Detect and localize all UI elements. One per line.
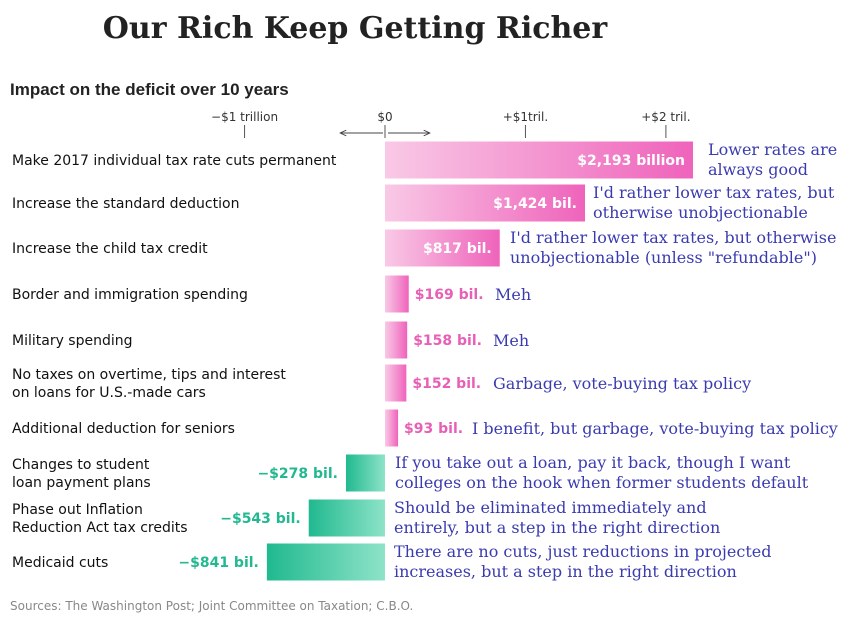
category-label: Make 2017 individual tax rate cuts perma… [12,153,337,169]
category-label: Medicaid cuts [12,555,108,571]
bar-row: Increase the standard deduction $1,424 bi… [12,183,835,222]
bar-row: Border and immigration spending $169 bil.… [12,275,531,313]
annotation-note: Meh [493,331,529,350]
tick-label: $0 [377,110,392,124]
value-label: −$543 bil. [220,511,301,527]
bar-row: Make 2017 individual tax rate cuts perma… [12,140,837,179]
annotation-note: Garbage, vote-buying tax policy [493,374,751,393]
value-label: $169 bil. [415,287,484,303]
bar [385,364,407,402]
bar-row: Medicaid cuts −$841 bil. There are no cuts… [12,542,771,581]
tick-label: −$1 trillion [211,110,278,124]
bar-row: Increase the child tax credit $817 bil. I'… [12,228,836,267]
bar-row: Phase out Inflation Reduction Act tax cre… [12,498,720,537]
value-label: $817 bil. [423,241,492,257]
category-label: Increase the child tax credit [12,241,208,257]
bar [266,543,385,581]
category-label: Changes to student loan payment plans [12,457,151,491]
annotation-note: I benefit, but garbage, vote-buying tax … [472,419,838,438]
category-label: Increase the standard deduction [12,196,239,212]
bar [385,229,500,267]
annotation-note: Lower rates are always good [708,140,837,179]
source-note: Sources: The Washington Post; Joint Comm… [10,599,413,613]
bar-row: Changes to student loan payment plans −$27… [12,453,809,492]
bar-row: No taxes on overtime, tips and interest o… [12,364,751,402]
value-label: −$278 bil. [257,466,338,482]
axis-ticks: −$1 trillion $0 +$1tril. +$2 tril. [211,110,691,138]
bar [385,141,693,179]
bar-rows: Make 2017 individual tax rate cuts perma… [12,140,838,581]
category-label: Additional deduction for seniors [12,421,235,437]
category-label: Phase out Inflation Reduction Act tax cre… [12,502,188,536]
bar [345,454,385,492]
annotation-note: If you take out a loan, pay it back, tho… [395,453,809,492]
value-label: $2,193 billion [577,153,685,169]
tick-label: +$1tril. [503,110,548,124]
annotation-note: Meh [495,285,531,304]
category-label: Border and immigration spending [12,287,248,303]
value-label: −$841 bil. [178,555,259,571]
category-label: No taxes on overtime, tips and interest o… [12,367,286,401]
bar [308,499,385,537]
bar-row: Military spending $158 bil. Meh [12,321,529,359]
value-label: $1,424 bil. [493,196,577,212]
value-label: $158 bil. [413,333,482,349]
bar [385,409,399,447]
value-label: $152 bil. [412,376,481,392]
annotation-note: Should be eliminated immediately and enti… [394,498,720,537]
tick-label: +$2 tril. [641,110,690,124]
bar [385,184,585,222]
annotation-note: I'd rather lower tax rates, but otherwise… [593,183,835,222]
annotation-note: I'd rather lower tax rates, but otherwis… [510,228,836,267]
bar [385,321,408,359]
bar-row: Additional deduction for seniors $93 bil.… [12,409,838,447]
chart-title: Our Rich Keep Getting Richer [103,11,609,46]
bar [385,275,409,313]
annotation-note: There are no cuts, just reductions in pr… [394,542,771,581]
value-label: $93 bil. [404,421,463,437]
category-label: Military spending [12,333,133,349]
chart-subtitle: Impact on the deficit over 10 years [10,80,289,99]
